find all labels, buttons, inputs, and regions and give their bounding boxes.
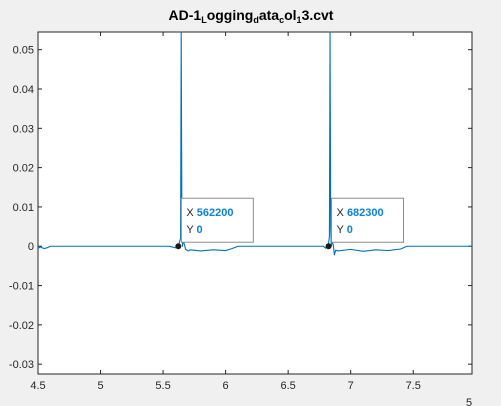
title-part: 3.cvt	[302, 7, 334, 23]
x-tick-label: 5	[97, 380, 103, 392]
y-tick-label: 0	[28, 241, 34, 253]
x-tick-label: 4.5	[30, 380, 45, 392]
y-tick-label: 0.01	[13, 202, 34, 214]
title-part: ogging	[207, 7, 254, 23]
title-part: ata	[259, 7, 279, 23]
datatip-y-label: Y 0	[337, 224, 353, 236]
title-part: d	[253, 15, 259, 25]
title-part: c	[279, 15, 284, 25]
datatip-y-label: Y 0	[186, 224, 202, 236]
datatip-marker[interactable]	[175, 243, 182, 250]
title-part: L	[201, 15, 207, 25]
datatip-x-value: 682300	[347, 207, 384, 219]
x-tick-label: 6.5	[280, 380, 295, 392]
datatip-marker[interactable]	[325, 243, 332, 250]
datatip-x-label: X 562200	[186, 207, 233, 219]
title-part: 1	[297, 15, 302, 25]
datatip-y-value: 0	[197, 224, 203, 236]
x-tick-label: 6	[223, 380, 229, 392]
datatip[interactable]: X 562200 Y 0	[175, 197, 254, 250]
title-part: AD-1	[169, 7, 202, 23]
x-tick-label: 7.5	[406, 380, 421, 392]
x-tick-label: 7	[348, 380, 354, 392]
y-tick-label: -0.03	[9, 359, 34, 371]
y-tick-label: 0.04	[13, 84, 34, 96]
title-part: ol	[284, 7, 296, 23]
y-tick-label: -0.02	[9, 320, 34, 332]
plot-area[interactable]	[37, 31, 473, 375]
datatip-x-value: 562200	[197, 207, 234, 219]
datatip-box[interactable]	[331, 197, 405, 243]
x-tick-label: 5.5	[155, 380, 170, 392]
y-tick-label: -0.01	[9, 281, 34, 293]
datatip-y-value: 0	[347, 224, 353, 236]
datatip-x-label: X 682300	[337, 207, 384, 219]
series-line	[37, 31, 472, 256]
chart-title: AD-1Loggingdatacol13.cvt	[169, 7, 334, 25]
y-tick-label: 0.05	[13, 45, 34, 57]
y-tick-label: 0.02	[13, 163, 34, 175]
datatip-box[interactable]	[180, 197, 254, 243]
y-tick-label: 0.03	[13, 123, 34, 135]
x-axis-exponent: 5	[466, 397, 472, 406]
datatip[interactable]: X 682300 Y 0	[325, 197, 405, 250]
